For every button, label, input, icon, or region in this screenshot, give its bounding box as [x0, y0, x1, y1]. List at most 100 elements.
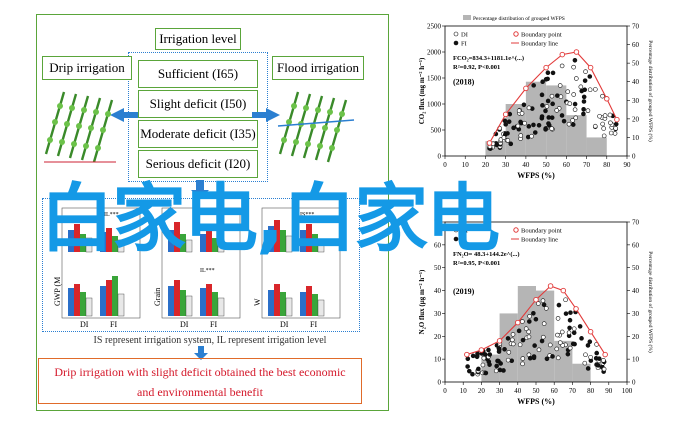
y-tick-label: 10 — [434, 356, 442, 364]
scatter-point — [601, 366, 607, 372]
scatter-point — [587, 87, 593, 93]
scatter-point — [601, 126, 606, 131]
scatter-point — [555, 93, 560, 98]
y-tick-label: 0 — [438, 379, 442, 387]
scatter-point — [494, 363, 499, 369]
conclusion-line-2: and environmental benefit — [137, 385, 263, 399]
scatter-point — [487, 352, 493, 357]
boundary-point — [496, 338, 503, 344]
scatter-point — [487, 362, 492, 367]
scatter-point — [544, 356, 550, 362]
level-slight-deficit: Slight deficit (I50) — [138, 90, 258, 118]
scatter-point — [543, 127, 548, 132]
x-tick-label: 0 — [443, 161, 447, 169]
scatter-point — [493, 368, 499, 374]
scatter-point — [572, 107, 578, 112]
scatter-point — [536, 122, 542, 128]
scatter-point — [578, 84, 584, 90]
scatter-point — [515, 123, 521, 129]
scatter-point — [531, 83, 536, 88]
legend-label: Boundary point — [521, 32, 562, 39]
legend-label: Boundary line — [521, 237, 558, 244]
y-tick-label: 70 — [434, 219, 442, 227]
scatter-point — [535, 301, 541, 306]
regression-equation: FN₂O= 48.3+144.2e^(...) — [453, 251, 520, 258]
scatter-point — [567, 101, 573, 106]
scatter-point — [520, 319, 525, 324]
scatter-point — [556, 302, 562, 308]
scatter-point — [522, 120, 527, 126]
x-tick-label: 10 — [460, 387, 468, 395]
x-tick-label: 80 — [603, 161, 611, 169]
legend-marker — [453, 31, 459, 37]
scatter-point — [550, 70, 556, 76]
scatter-point — [540, 334, 546, 340]
scatter-point — [546, 115, 552, 120]
scatter-point — [594, 350, 600, 356]
scatter-point — [527, 313, 532, 319]
scatter-point — [571, 326, 577, 332]
scatter-point — [539, 338, 545, 344]
scatter-point — [496, 358, 501, 364]
scatter-point — [533, 316, 539, 322]
scatter-point — [557, 340, 563, 345]
scatter-point — [532, 343, 537, 348]
y-tick-label: 2500 — [427, 23, 442, 31]
boundary-point — [560, 287, 567, 294]
scatter-point — [557, 83, 563, 88]
co2-flux-chart: 0 10 20 30 40 50 60 70 80 90050010001500200025000… — [418, 15, 654, 180]
scatter-point — [570, 118, 575, 123]
watermark-text: 白家电,白家电 — [40, 176, 500, 262]
scatter-point — [510, 341, 516, 347]
legend-marker — [513, 31, 519, 37]
boundary-point — [478, 347, 485, 353]
boundary-point — [559, 51, 566, 58]
scatter-point — [582, 360, 588, 366]
x-tick-label: 20 — [478, 387, 486, 395]
scatter-point — [566, 121, 572, 127]
chart-year: (2019) — [453, 287, 475, 296]
bar-panel-2-group-di: DI — [180, 320, 189, 328]
scatter-point — [588, 354, 593, 360]
down-arrow-2 — [194, 346, 208, 360]
x-tick-label: 90 — [605, 387, 613, 395]
scatter-point — [510, 337, 515, 343]
scatter-point — [581, 94, 587, 100]
x-tick-label: 20 — [482, 161, 490, 169]
scatter-point — [470, 353, 476, 359]
scatter-point — [572, 101, 578, 107]
scatter-point — [613, 126, 618, 131]
scatter-point — [543, 108, 548, 114]
scatter-point — [585, 343, 591, 348]
y2-tick-label: 50 — [632, 264, 640, 272]
x-tick-label: 30 — [502, 161, 510, 169]
scatter-point — [577, 324, 583, 329]
scatter-point — [574, 76, 579, 81]
scatter-point — [571, 64, 576, 70]
scatter-point — [480, 362, 486, 368]
bar-charts-region — [42, 198, 360, 332]
x-tick-label: 70 — [569, 387, 577, 395]
scatter-point — [600, 121, 605, 127]
boundary-point — [523, 85, 529, 92]
scatter-point — [506, 119, 512, 124]
scatter-point — [550, 101, 555, 107]
boundary-point — [587, 64, 594, 71]
x-tick-label: 90 — [624, 161, 632, 169]
scatter-point — [601, 133, 607, 139]
boundary-point — [533, 296, 539, 303]
y2-tick-label: 60 — [632, 241, 640, 249]
scatter-point — [608, 120, 613, 126]
y-tick-label: 2000 — [427, 49, 442, 57]
legend-label: DI — [461, 228, 468, 235]
y2-tick-label: 50 — [632, 60, 640, 68]
scatter-point — [544, 104, 550, 109]
irrigation-level-title: Irrigation level — [155, 28, 241, 50]
y-tick-label: 30 — [434, 310, 442, 318]
scatter-point — [545, 98, 551, 104]
y2-tick-label: 20 — [632, 333, 640, 341]
scatter-point — [555, 355, 561, 361]
bar-panel-3: W DI FI IS*** — [253, 207, 341, 328]
scatter-point — [563, 311, 569, 316]
x-tick-label: 40 — [514, 387, 522, 395]
